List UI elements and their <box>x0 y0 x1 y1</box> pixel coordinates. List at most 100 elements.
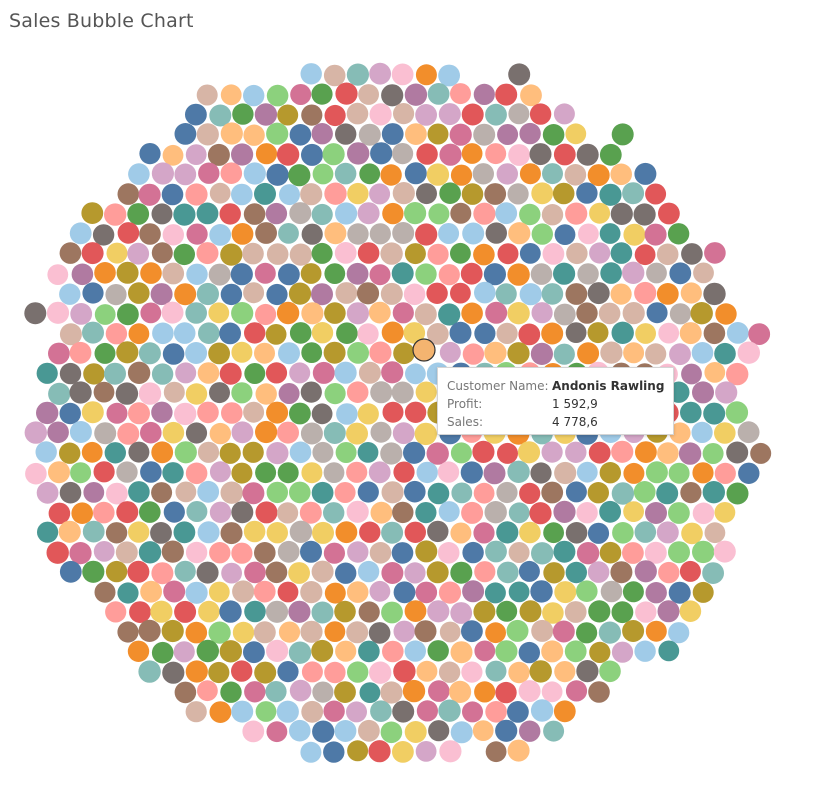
bubble-customer[interactable] <box>599 541 622 564</box>
bubble-customer[interactable] <box>668 541 690 564</box>
bubble-customer[interactable] <box>368 301 391 324</box>
bubble-customer[interactable] <box>553 143 576 166</box>
bubble-customer[interactable] <box>127 640 150 662</box>
bubble-customer[interactable] <box>611 482 635 505</box>
bubble-customer[interactable] <box>391 63 414 86</box>
bubble-customer[interactable] <box>323 542 345 564</box>
bubble-customer[interactable] <box>311 560 334 583</box>
bubble-customer[interactable] <box>346 422 368 445</box>
bubble-customer[interactable] <box>750 442 772 464</box>
bubble-customer[interactable] <box>244 561 266 584</box>
bubble-customer[interactable] <box>576 302 598 324</box>
bubble-customer[interactable] <box>369 103 392 126</box>
bubble-customer[interactable] <box>530 263 553 285</box>
bubble-customer[interactable] <box>59 283 81 305</box>
bubble-customer[interactable] <box>391 542 414 564</box>
bubble-customer[interactable] <box>358 719 380 742</box>
bubble-customer[interactable] <box>461 183 484 205</box>
bubble-customer[interactable] <box>290 84 312 105</box>
bubble-customer[interactable] <box>714 502 736 523</box>
bubble-customer[interactable] <box>658 202 680 225</box>
bubble-customer[interactable] <box>116 341 139 364</box>
bubble-customer[interactable] <box>70 303 93 325</box>
bubble-customer[interactable] <box>300 183 323 206</box>
bubble-customer[interactable] <box>162 144 184 166</box>
bubble-customer[interactable] <box>587 522 610 544</box>
bubble-customer[interactable] <box>518 641 540 664</box>
bubble-customer[interactable] <box>231 302 254 325</box>
bubble-customer[interactable] <box>254 661 277 684</box>
bubble-customer[interactable] <box>266 84 289 107</box>
bubble-customer[interactable] <box>255 222 277 244</box>
bubble-customer[interactable] <box>138 619 161 643</box>
bubble-customer[interactable] <box>243 401 265 423</box>
bubble-customer[interactable] <box>289 679 312 702</box>
bubble-customer[interactable] <box>289 202 312 225</box>
bubble-customer[interactable] <box>69 222 92 245</box>
bubble-customer[interactable] <box>81 441 103 463</box>
bubble-customer[interactable] <box>680 482 702 504</box>
bubble-customer[interactable] <box>587 322 609 344</box>
bubble-customer[interactable] <box>416 660 438 682</box>
bubble-customer[interactable] <box>681 243 703 265</box>
bubble-customer[interactable] <box>531 542 554 565</box>
bubble-customer[interactable] <box>357 323 379 345</box>
bubble-customer[interactable] <box>588 441 611 464</box>
bubble-customer[interactable] <box>667 223 690 245</box>
bubble-customer[interactable] <box>196 202 219 225</box>
bubble-customer[interactable] <box>82 321 104 344</box>
bubble-customer[interactable] <box>323 341 346 364</box>
bubble-customer[interactable] <box>576 542 600 565</box>
bubble-customer[interactable] <box>368 461 391 484</box>
bubble-customer[interactable] <box>138 382 162 405</box>
bubble-customer[interactable] <box>128 282 150 304</box>
bubble-customer[interactable] <box>692 502 715 525</box>
bubble-customer[interactable] <box>161 301 184 324</box>
bubble-customer[interactable] <box>311 639 334 662</box>
bubble-customer[interactable] <box>519 720 541 742</box>
bubble-customer[interactable] <box>405 123 427 145</box>
bubble-customer[interactable] <box>587 282 610 305</box>
bubble-customer[interactable] <box>576 580 598 602</box>
bubble-customer[interactable] <box>439 621 461 643</box>
bubble-customer[interactable] <box>219 442 241 464</box>
bubble-customer[interactable] <box>484 582 506 604</box>
bubble-customer[interactable] <box>335 82 358 105</box>
bubble-customer[interactable] <box>428 680 450 702</box>
bubble-customer[interactable] <box>485 103 507 126</box>
bubble-customer[interactable] <box>311 322 334 344</box>
bubble-customer[interactable] <box>208 661 230 684</box>
bubble-customer[interactable] <box>230 263 253 286</box>
bubble-customer[interactable] <box>163 381 185 403</box>
bubble-customer[interactable] <box>484 501 507 524</box>
bubble-customer[interactable] <box>59 481 82 504</box>
bubble-customer[interactable] <box>185 621 208 644</box>
bubble-customer[interactable] <box>382 202 404 225</box>
bubble-customer[interactable] <box>288 600 311 623</box>
bubble-customer[interactable] <box>92 224 115 246</box>
bubble-customer[interactable] <box>335 521 358 544</box>
bubble-customer[interactable] <box>117 222 140 244</box>
bubble-customer[interactable] <box>221 402 243 424</box>
bubble-customer[interactable] <box>162 462 184 484</box>
bubble-customer[interactable] <box>634 560 657 583</box>
bubble-customer[interactable] <box>702 562 724 584</box>
bubble-customer[interactable] <box>519 243 541 264</box>
bubble-customer[interactable] <box>59 242 82 264</box>
bubble-customer[interactable] <box>461 103 484 126</box>
bubble-customer[interactable] <box>657 600 680 623</box>
bubble-customer[interactable] <box>151 641 174 664</box>
bubble-customer[interactable] <box>346 500 369 523</box>
bubble-customer[interactable] <box>692 462 714 484</box>
bubble-customer[interactable] <box>140 461 162 483</box>
bubble-customer[interactable] <box>209 542 231 564</box>
bubble-customer[interactable] <box>426 561 449 584</box>
bubble-customer[interactable] <box>265 202 288 225</box>
bubble-customer[interactable] <box>599 143 622 166</box>
bubble-customer[interactable] <box>138 660 161 683</box>
bubble-customer[interactable] <box>151 401 173 423</box>
bubble-customer[interactable] <box>69 421 92 443</box>
bubble-customer[interactable] <box>24 421 47 444</box>
bubble-customer[interactable] <box>382 401 404 423</box>
bubble-customer[interactable] <box>231 183 253 206</box>
